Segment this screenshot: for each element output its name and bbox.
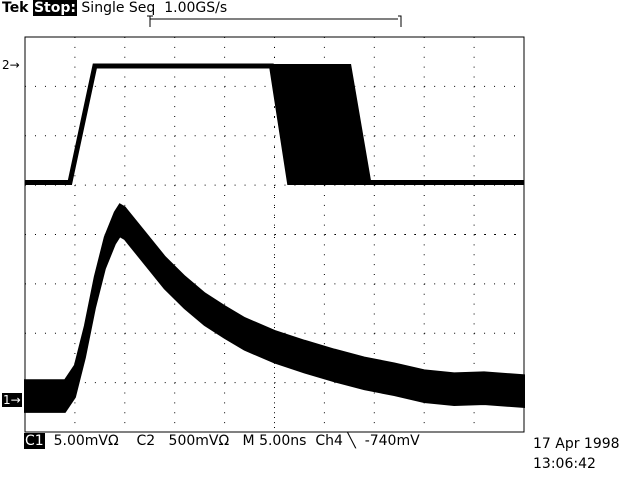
- ch2-scale: 500mVΩ: [168, 433, 230, 449]
- ch1-label: C1: [24, 433, 45, 449]
- acquisition-state: Stop:: [32, 0, 77, 16]
- header: Tek Stop: Single Seq 1.00GS/s: [2, 0, 227, 16]
- ch1-ground-marker: 1→: [2, 393, 22, 407]
- sample-rate: 1.00GS/s: [164, 0, 228, 16]
- footer-readout: C1 5.00mVΩ C2 500mVΩ M 5.00ns Ch4 ╲ -740…: [24, 433, 420, 449]
- time: 13:06:42: [533, 456, 596, 472]
- trigger-level: -740mV: [364, 433, 420, 449]
- brand: Tek: [2, 0, 29, 16]
- ch1-scale: 5.00mVΩ: [53, 433, 119, 449]
- trigger-source: Ch4: [315, 433, 343, 449]
- ch1-waveform: [24, 203, 525, 413]
- timebase: M 5.00ns: [242, 433, 307, 449]
- ch2-ground-marker: 2→: [2, 58, 20, 72]
- ch2-label: C2: [136, 433, 156, 449]
- ch2-edge-jitter-band: [269, 64, 372, 185]
- falling-edge-icon: ╲: [347, 433, 356, 449]
- date: 17 Apr 1998: [533, 436, 620, 452]
- record-window-bracket: [147, 15, 402, 27]
- acquisition-mode: Single Seq: [81, 0, 156, 16]
